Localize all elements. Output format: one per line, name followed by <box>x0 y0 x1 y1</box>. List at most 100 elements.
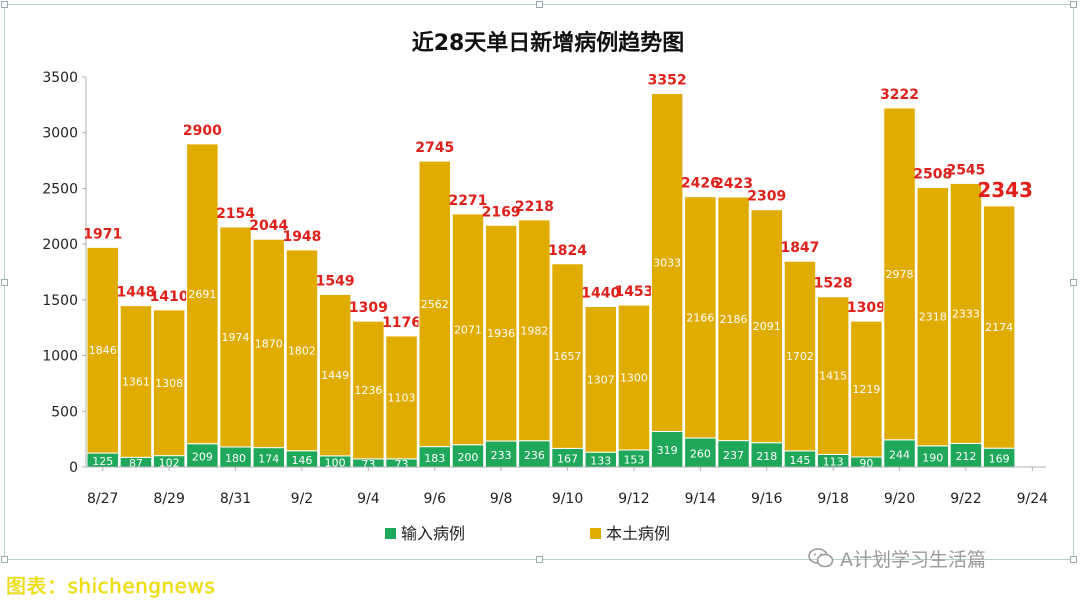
data-label-imported: 90 <box>859 457 873 470</box>
data-label-imported: 183 <box>424 452 445 465</box>
data-label-total: 2545 <box>946 162 985 178</box>
bar-group-9-4: 73 1236 1309 <box>349 300 388 471</box>
data-label-imported: 113 <box>823 456 844 469</box>
data-label-local: 1936 <box>487 327 515 340</box>
bar-group-9-5: 73 1103 1176 <box>382 315 421 471</box>
bar-local <box>86 246 119 454</box>
data-label-imported: 87 <box>129 457 143 470</box>
legend-swatch-imported <box>385 528 396 539</box>
bar-group-8-30: 209 2691 2900 <box>183 123 222 468</box>
chart-title: 近28天单日新增病例趋势图 <box>412 30 685 56</box>
bar-local <box>551 263 584 449</box>
x-tick-label: 9/12 <box>618 491 649 507</box>
bar-imported <box>650 430 684 468</box>
bar-local <box>949 182 983 444</box>
data-label-imported: 133 <box>590 455 611 468</box>
data-label-local: 1236 <box>354 384 382 397</box>
x-tick-label: 8/27 <box>87 491 118 507</box>
data-label-local: 2071 <box>454 323 482 336</box>
data-label-local: 1974 <box>222 331 250 344</box>
y-tick-label: 0 <box>69 460 78 476</box>
x-tick-label: 9/2 <box>291 491 314 507</box>
data-label-imported: 169 <box>989 453 1010 466</box>
data-label-total: 1971 <box>83 226 122 242</box>
data-label-total: 2309 <box>747 189 786 205</box>
bar-group-9-14: 260 2166 2426 <box>681 176 720 468</box>
data-label-imported: 212 <box>955 450 976 463</box>
data-label-imported: 100 <box>325 456 346 469</box>
x-tick-label: 9/20 <box>884 491 915 507</box>
data-label-local: 1307 <box>587 373 615 386</box>
bar-local <box>352 320 385 460</box>
resize-handle-top[interactable] <box>536 1 543 8</box>
bar-group-9-11: 133 1307 1440 <box>581 286 620 468</box>
y-tick-label: 3000 <box>42 126 78 142</box>
bar-group-9-1: 174 1870 2044 <box>249 218 288 468</box>
data-label-local: 1802 <box>288 344 316 357</box>
resize-handle-top-right[interactable] <box>1070 1 1077 8</box>
data-label-total: 2508 <box>913 167 952 183</box>
data-label-total: 1847 <box>780 240 819 256</box>
bar-local <box>186 143 219 445</box>
data-label-local: 1982 <box>520 324 548 337</box>
data-label-local: 2691 <box>188 288 216 301</box>
bar-local <box>850 320 883 458</box>
bar-group-9-8: 233 1936 2169 <box>482 204 521 468</box>
bar-group-9-6: 183 2562 2745 <box>415 140 454 468</box>
bar-group-9-22: 212 2333 2545 <box>946 162 985 468</box>
y-tick-label: 500 <box>51 404 78 420</box>
bar-local <box>418 160 451 448</box>
data-label-total: 1410 <box>150 289 189 305</box>
data-label-imported: 260 <box>690 448 711 461</box>
data-label-total: 3352 <box>648 72 687 88</box>
data-label-total: 2745 <box>415 140 454 156</box>
resize-handle-left[interactable] <box>1 279 8 286</box>
bar-group-9-12: 153 1300 1453 <box>614 284 653 468</box>
bar-group-9-19: 90 1219 1309 <box>847 300 886 470</box>
data-label-total: 1549 <box>316 273 355 289</box>
data-label-local: 3033 <box>653 256 681 269</box>
data-label-total: 2154 <box>216 206 255 222</box>
data-label-total: 2423 <box>714 176 753 192</box>
data-label-total: 1176 <box>382 315 421 331</box>
data-label-total: 2169 <box>482 204 521 220</box>
chart-frame <box>1 1 1077 563</box>
data-label-local: 1300 <box>620 372 648 385</box>
data-label-total: 2343 <box>977 178 1033 202</box>
resize-handle-bottom[interactable] <box>536 556 543 563</box>
bar-local <box>750 209 783 444</box>
source-note: 图表：shichengnews <box>6 574 216 598</box>
bar-group-8-28: 87 1361 1448 <box>116 285 155 471</box>
bar-local <box>451 213 485 446</box>
bar-local <box>816 296 850 455</box>
wechat-icon <box>808 548 834 568</box>
data-label-local: 1361 <box>122 375 150 388</box>
bar-group-9-18: 113 1415 1528 <box>814 276 853 469</box>
resize-handle-right[interactable] <box>1070 279 1077 286</box>
data-label-total: 2218 <box>515 199 554 215</box>
bar-imported <box>684 437 717 468</box>
data-label-total: 1309 <box>847 300 886 316</box>
resize-handle-top-left[interactable] <box>1 1 8 8</box>
data-label-local: 1103 <box>388 391 416 404</box>
bar-group-9-23: 169 2174 2343 <box>977 178 1033 468</box>
y-tick-label: 2500 <box>42 181 78 197</box>
x-tick-label: 8/31 <box>220 491 251 507</box>
bar-local <box>717 196 750 442</box>
data-label-imported: 73 <box>395 458 409 471</box>
data-label-imported: 209 <box>192 450 213 463</box>
data-label-local: 2091 <box>753 320 781 333</box>
data-label-local: 2562 <box>421 298 449 311</box>
x-tick-label: 9/4 <box>357 491 380 507</box>
data-label-total: 2900 <box>183 123 222 139</box>
bar-local <box>318 293 352 457</box>
data-label-local: 2174 <box>985 321 1013 334</box>
bar-group-9-16: 218 2091 2309 <box>747 189 786 468</box>
bar-local <box>650 92 684 432</box>
data-label-total: 2271 <box>448 193 487 209</box>
resize-handle-bottom-right[interactable] <box>1070 556 1077 563</box>
bar-local <box>285 249 319 452</box>
y-tick-label: 3500 <box>42 70 78 86</box>
resize-handle-bottom-left[interactable] <box>1 556 8 563</box>
data-label-total: 1948 <box>282 229 321 245</box>
